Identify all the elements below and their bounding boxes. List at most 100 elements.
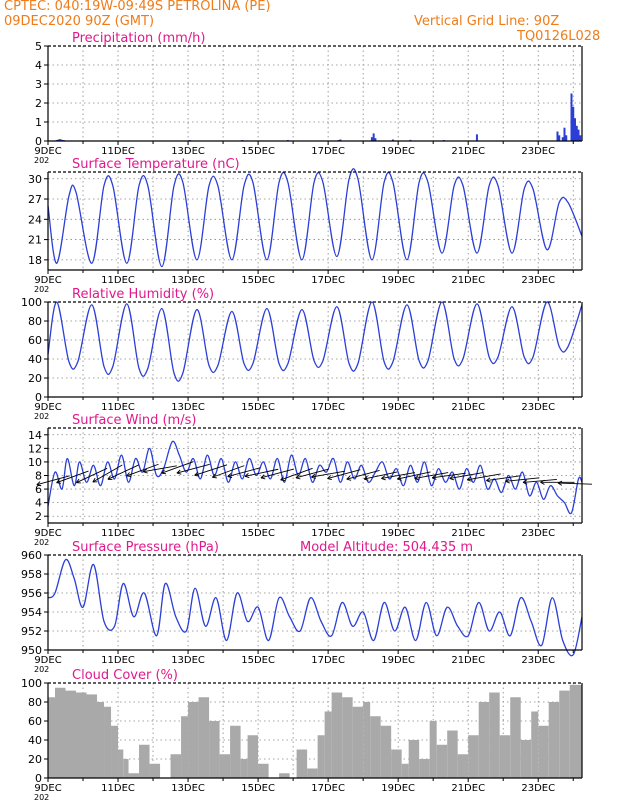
y-tick-label: 956: [21, 587, 42, 600]
y-tick-label: 4: [35, 497, 42, 510]
cloud-bar: [408, 740, 420, 778]
cloud-bar: [478, 702, 490, 778]
cloud-bar: [457, 754, 469, 778]
grid-line-note: Vertical Grid Line: 90Z: [414, 14, 560, 29]
x-tick-label: 23DEC: [521, 402, 555, 413]
x-tick-label: 19DEC: [381, 528, 415, 539]
x-tick-label: 21DEC: [451, 402, 485, 413]
wind-arrow: [346, 469, 380, 481]
panel-temperature: 18 21 24 27 30 9DEC 11DEC 13DEC 15DEC 17DEC 19DEC 2…: [28, 157, 583, 294]
wind-arrow: [227, 467, 261, 479]
cloud-bar: [104, 706, 112, 778]
panel-humidity: 0 20 40 60 80 100 9DEC 11DEC 13DEC 15DEC 17DEC 19DE…: [21, 287, 583, 421]
x-tick-label: 15DEC: [241, 146, 275, 157]
panel-title: Cloud Cover (%): [72, 668, 178, 683]
precip-bar: [372, 133, 375, 141]
x-year-label: 202: [34, 665, 49, 674]
cloud-bar: [380, 725, 392, 778]
y-tick-label: 8: [35, 470, 42, 483]
cloud-bar: [170, 754, 182, 778]
wind-arrow: [76, 467, 108, 484]
x-tick-label: 11DEC: [101, 655, 135, 666]
cloud-bar: [363, 702, 371, 778]
panel-title: Precipitation (mm/h): [72, 31, 205, 46]
panel-precipitation: 0 1 2 3 4 5 9DEC 11DEC 13DEC 15DEC 17DEC 19DEC 21DEC…: [34, 31, 583, 165]
cloud-bar: [559, 690, 570, 778]
y-tick-label: 950: [21, 644, 42, 657]
wind-arrow: [126, 463, 159, 478]
y-tick-label: 60: [28, 334, 42, 347]
x-tick-label: 17DEC: [311, 783, 345, 794]
y-tick-label: 20: [28, 753, 42, 766]
y-tick-label: 40: [28, 353, 42, 366]
x-year-label: 202: [34, 538, 49, 547]
x-tick-label: 11DEC: [101, 528, 135, 539]
cloud-bar: [247, 735, 259, 778]
wind-arrow: [540, 479, 575, 485]
x-tick-label: 19DEC: [381, 402, 415, 413]
cloud-bar: [128, 773, 140, 778]
cloud-bar: [240, 759, 248, 778]
cloud-bar: [419, 759, 430, 778]
precip-bar: [59, 139, 62, 141]
wind-arrow: [449, 472, 484, 481]
wind-arrow: [486, 475, 521, 483]
precip-bar: [556, 131, 559, 141]
y-tick-label: 80: [28, 696, 42, 709]
precip-bar: [579, 135, 582, 141]
precip-bar: [339, 139, 342, 141]
wind-arrow: [311, 470, 345, 479]
wind-arrow: [280, 467, 313, 482]
cloud-bar: [181, 716, 189, 778]
precip-bar: [573, 118, 576, 141]
x-tick-label: 15DEC: [241, 275, 275, 286]
temperature-series-line: [47, 168, 583, 268]
wind-arrow: [56, 470, 89, 484]
x-tick-label: 11DEC: [101, 275, 135, 286]
panel-title: Surface Wind (m/s): [72, 413, 196, 428]
cloud-bar: [370, 716, 381, 778]
x-tick-label: 13DEC: [171, 528, 205, 539]
wind-arrow: [522, 478, 557, 485]
wind-arrow: [414, 472, 449, 481]
wind-arrow: [92, 464, 123, 483]
x-tick-label: 13DEC: [171, 655, 205, 666]
wind-arrow: [107, 464, 139, 481]
x-tick-label: 9DEC: [34, 783, 61, 794]
x-tick-label: 23DEC: [521, 275, 555, 286]
x-year-label: 202: [34, 793, 49, 800]
wind-arrow: [466, 473, 501, 482]
wind-arrow: [161, 461, 194, 475]
x-tick-label: 19DEC: [381, 275, 415, 286]
cloud-bar: [520, 740, 532, 778]
precip-bar: [575, 125, 578, 141]
y-tick-label: 100: [21, 296, 42, 309]
y-tick-label: 952: [21, 625, 42, 638]
x-tick-label: 15DEC: [241, 655, 275, 666]
wind-arrow: [381, 472, 415, 481]
wind-arrow: [212, 465, 245, 479]
y-tick-label: 2: [35, 510, 42, 523]
x-tick-label: 19DEC: [381, 146, 415, 157]
cloud-bar: [86, 694, 98, 778]
x-tick-label: 23DEC: [521, 655, 555, 666]
panel-title: Relative Humidity (%): [72, 287, 214, 302]
x-tick-label: 15DEC: [241, 528, 275, 539]
precip-bar: [570, 93, 573, 141]
humidity-series-line: [47, 301, 583, 382]
x-tick-label: 17DEC: [311, 402, 345, 413]
x-tick-label: 19DEC: [381, 655, 415, 666]
model-id: TQ0126L028: [517, 29, 601, 44]
station-info: CPTEC: 040:19W-09:49S PETROLINA (PE): [4, 0, 271, 14]
chart-header: CPTEC: 040:19W-09:49S PETROLINA (PE) 09D…: [0, 0, 618, 46]
x-tick-label: 15DEC: [241, 783, 275, 794]
cloud-bar: [209, 721, 220, 778]
cloud-bar: [352, 706, 364, 778]
cloud-bar: [317, 735, 325, 778]
precip-bar: [370, 137, 373, 141]
wind-arrow: [505, 477, 540, 484]
x-year-label: 202: [34, 285, 49, 294]
cloud-bar: [342, 697, 353, 778]
